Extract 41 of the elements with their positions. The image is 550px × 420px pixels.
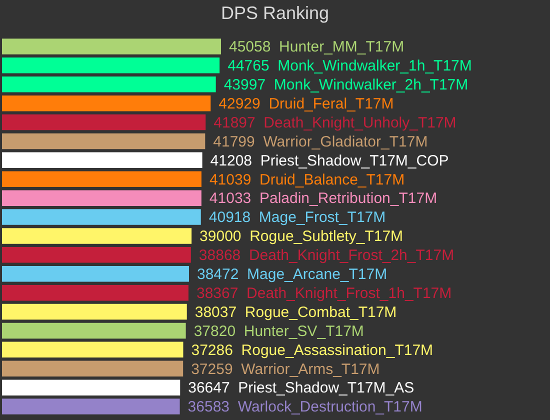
bar bbox=[2, 380, 180, 396]
data-label: 44765 Monk_Windwalker_1h_T17M bbox=[228, 58, 472, 75]
data-label: 41208 Priest_Shadow_T17M_COP bbox=[210, 152, 449, 170]
data-label: 41897 Death_Knight_Unholy_T17M bbox=[214, 114, 456, 132]
bar bbox=[2, 266, 189, 282]
data-label: 43997 Monk_Windwalker_2h_T17M bbox=[224, 76, 468, 94]
data-label: 38868 Death_Knight_Frost_2h_T17M bbox=[198, 247, 454, 264]
data-label: 38472 Mage_Arcane_T17M bbox=[196, 266, 388, 284]
bar bbox=[2, 190, 202, 206]
data-label: 36583 Warlock_Destruction_T17M bbox=[188, 398, 422, 416]
bar bbox=[2, 398, 180, 414]
data-label: 40918 Mage_Frost_T17M bbox=[208, 209, 386, 226]
text: DPS Ranking bbox=[220, 2, 330, 23]
data-label: 38037 Rogue_Combat_T17M bbox=[194, 304, 397, 321]
bar bbox=[2, 342, 184, 358]
data-label: 38367 Death_Knight_Frost_1h_T17M bbox=[196, 284, 452, 302]
data-label: 36647 Priest_Shadow_T17M_AS bbox=[188, 380, 414, 397]
bar bbox=[2, 152, 202, 168]
data-label: 37820 Hunter_SV_T17M bbox=[194, 322, 364, 340]
bar bbox=[2, 284, 188, 301]
bar bbox=[2, 209, 201, 225]
bar bbox=[2, 247, 191, 263]
data-label: 42929 Druid_Feral_T17M bbox=[218, 95, 394, 112]
bar bbox=[2, 38, 221, 54]
data-label: 41033 Paladin_Retribution_T17M bbox=[209, 190, 438, 208]
data-label: 45058 Hunter_MM_T17M bbox=[229, 38, 404, 56]
bar bbox=[2, 304, 187, 320]
data-label: 41039 Druid_Balance_T17M bbox=[209, 171, 405, 188]
bar bbox=[2, 228, 192, 244]
bar bbox=[2, 58, 220, 74]
data-label: 37259 Warrior_Arms_T17M bbox=[191, 360, 380, 378]
bar bbox=[2, 133, 206, 150]
bar bbox=[2, 95, 211, 112]
bar bbox=[2, 322, 186, 339]
data-label: 37286 Rogue_Assassination_T17M bbox=[191, 342, 434, 359]
bar bbox=[2, 114, 206, 130]
bar bbox=[2, 360, 184, 376]
bar bbox=[2, 171, 202, 187]
data-label: 39000 Rogue_Subtlety_T17M bbox=[200, 228, 404, 246]
data-label: 41799 Warrior_Gladiator_T17M bbox=[213, 133, 428, 150]
bar bbox=[2, 76, 216, 92]
